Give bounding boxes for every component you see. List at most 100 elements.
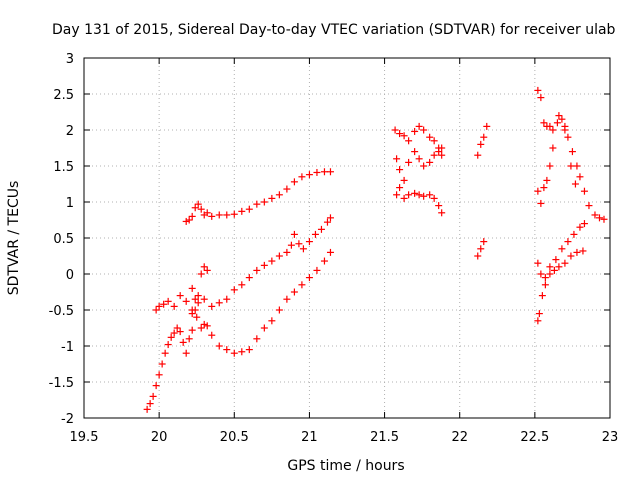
- data-point: [275, 252, 283, 260]
- data-point: [430, 194, 438, 202]
- data-point: [576, 223, 584, 231]
- data-point: [238, 348, 246, 356]
- data-point: [290, 178, 298, 186]
- data-points: [143, 86, 608, 413]
- data-point: [474, 252, 482, 260]
- data-point: [230, 210, 238, 218]
- data-point: [415, 122, 423, 130]
- data-point: [567, 252, 575, 260]
- x-tick-label: 21: [301, 430, 318, 445]
- data-point: [576, 173, 584, 181]
- data-point: [268, 317, 276, 325]
- data-point: [194, 200, 202, 208]
- x-tick-label: 20: [151, 430, 168, 445]
- data-point: [313, 168, 321, 176]
- data-point: [546, 270, 554, 278]
- data-point: [561, 259, 569, 267]
- data-point: [477, 245, 485, 253]
- data-point: [552, 256, 560, 264]
- x-tick-label: 21.5: [370, 430, 399, 445]
- data-point: [287, 241, 295, 249]
- data-point: [197, 324, 205, 332]
- data-point: [152, 382, 160, 390]
- data-point: [426, 158, 434, 166]
- data-point: [317, 225, 325, 233]
- y-tick-label: -0.5: [49, 304, 74, 319]
- data-point: [320, 168, 328, 176]
- data-point: [396, 130, 404, 138]
- data-point: [149, 392, 157, 400]
- data-point: [320, 257, 328, 265]
- data-point: [283, 248, 291, 256]
- data-point: [480, 238, 488, 246]
- x-tick-label: 22: [451, 430, 468, 445]
- data-point: [326, 248, 334, 256]
- data-point: [553, 119, 561, 127]
- data-point: [415, 155, 423, 163]
- data-point: [191, 306, 199, 314]
- data-point: [298, 281, 306, 289]
- data-point: [537, 94, 545, 102]
- data-point: [561, 126, 569, 134]
- data-point: [253, 335, 261, 343]
- data-point: [215, 211, 223, 219]
- y-tick-label: 0: [66, 268, 74, 283]
- data-point: [405, 158, 413, 166]
- x-tick-label: 20.5: [220, 430, 249, 445]
- data-point: [564, 133, 572, 141]
- data-point: [420, 126, 428, 134]
- data-point: [400, 132, 408, 140]
- y-tick-label: 0.5: [53, 232, 74, 247]
- data-point: [173, 324, 181, 332]
- data-point: [535, 310, 543, 318]
- data-point: [474, 151, 482, 159]
- data-point: [155, 302, 163, 310]
- data-point: [540, 119, 548, 127]
- data-point: [435, 148, 443, 156]
- data-point: [223, 346, 231, 354]
- data-point: [188, 310, 196, 318]
- data-point: [143, 405, 151, 413]
- data-point: [194, 292, 202, 300]
- y-tick-label: -2: [61, 412, 74, 427]
- data-point: [179, 338, 187, 346]
- data-point: [268, 194, 276, 202]
- data-point: [483, 122, 491, 130]
- axis-ticks: [83, 57, 611, 419]
- data-point: [323, 218, 331, 226]
- data-point: [411, 189, 419, 197]
- y-tick-label: -1.5: [49, 376, 74, 391]
- data-point: [253, 266, 261, 274]
- data-point: [435, 202, 443, 210]
- data-point: [391, 126, 399, 134]
- data-point: [411, 127, 419, 135]
- data-point: [223, 211, 231, 219]
- data-point: [305, 238, 313, 246]
- data-point: [396, 184, 404, 192]
- y-tick-label: 2: [66, 124, 74, 139]
- data-point: [208, 212, 216, 220]
- data-point: [188, 326, 196, 334]
- data-point: [146, 400, 154, 408]
- data-point: [567, 162, 575, 170]
- data-point: [326, 214, 334, 222]
- data-point: [534, 187, 542, 195]
- data-point: [438, 144, 446, 152]
- data-point: [245, 346, 253, 354]
- data-point: [564, 238, 572, 246]
- data-point: [223, 295, 231, 303]
- data-point: [167, 333, 175, 341]
- data-point: [305, 171, 313, 179]
- data-point: [253, 200, 261, 208]
- data-point: [546, 122, 554, 130]
- data-point: [164, 297, 172, 305]
- data-point: [170, 302, 178, 310]
- data-point: [260, 198, 268, 206]
- data-point: [161, 349, 169, 357]
- data-point: [400, 176, 408, 184]
- y-tick-label: 2.5: [53, 88, 74, 103]
- data-point: [558, 245, 566, 253]
- data-point: [438, 151, 446, 159]
- data-point: [164, 341, 172, 349]
- data-point: [170, 329, 178, 337]
